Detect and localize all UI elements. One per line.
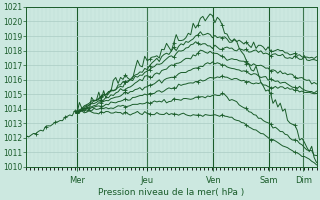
X-axis label: Pression niveau de la mer( hPa ): Pression niveau de la mer( hPa ) [98,188,244,197]
